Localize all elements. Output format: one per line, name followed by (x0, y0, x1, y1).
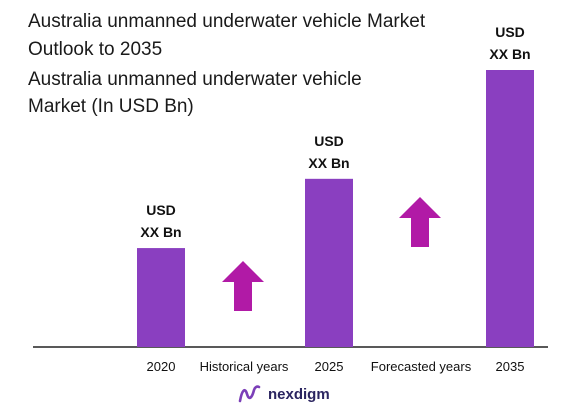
chart-subtitle: Australia unmanned underwater vehicle Ma… (28, 66, 362, 120)
bar-2025 (305, 178, 353, 347)
period-label-1: Historical years (200, 359, 289, 374)
growth-arrow-forecast-icon (399, 197, 441, 247)
bar-2035 (486, 70, 534, 347)
period-label-2: Forecasted years (371, 359, 472, 374)
subtitle-line-2: Market (In USD Bn) (28, 96, 194, 117)
x-tick-label-2020: 2020 (147, 359, 176, 374)
title-line-1: Australia unmanned underwater vehicle Ma… (28, 11, 426, 32)
bar-2020 (137, 248, 185, 347)
data-label-2025-line-2: XX Bn (308, 155, 349, 171)
x-tick-label-2035: 2035 (496, 359, 525, 374)
data-label-2035-line-1: USD (495, 24, 525, 40)
data-label-2020-line-2: XX Bn (140, 224, 181, 240)
chart-title: Australia unmanned underwater vehicle Ma… (28, 8, 425, 64)
brand-logo: nexdigm (238, 384, 330, 404)
data-label-2035-line-2: XX Bn (489, 46, 530, 62)
nexdigm-logo-icon (238, 385, 261, 403)
x-tick-label-2025: 2025 (315, 359, 344, 374)
title-line-2: Outlook to 2035 (28, 39, 163, 60)
data-label-2020-line-1: USD (146, 202, 176, 218)
growth-arrow-historical-icon (222, 261, 264, 311)
brand-name: nexdigm (268, 385, 330, 403)
data-label-2025-line-1: USD (314, 133, 344, 149)
subtitle-line-1: Australia unmanned underwater vehicle (28, 69, 362, 90)
